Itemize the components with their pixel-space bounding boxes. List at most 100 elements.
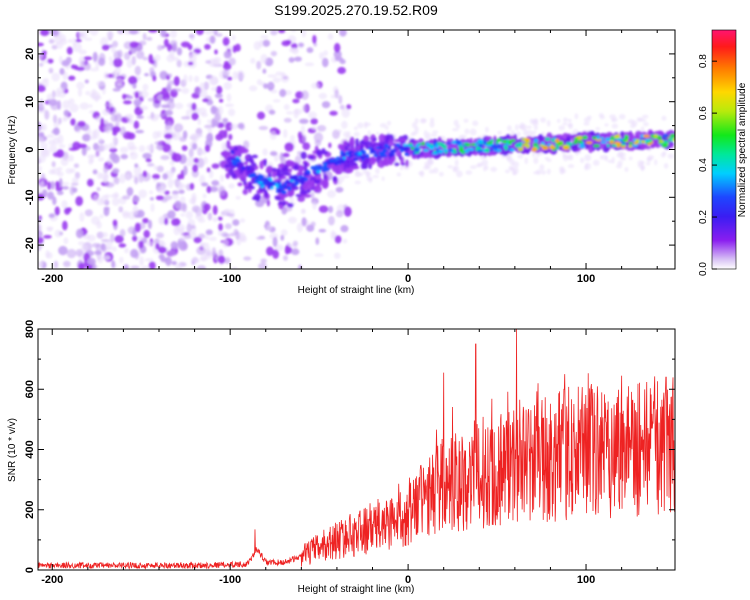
spectral-blob — [147, 162, 155, 167]
spectral-blob — [458, 147, 464, 153]
spectral-blob — [222, 239, 229, 248]
spectral-blob — [567, 123, 573, 128]
spectral-blob — [84, 209, 93, 217]
spectral-blob — [539, 144, 545, 147]
spectral-blob — [497, 143, 502, 149]
spectral-blob — [323, 167, 327, 172]
spectral-blob — [156, 186, 167, 195]
spectral-blob — [215, 33, 223, 37]
spectral-blob — [186, 156, 196, 163]
spectral-blob — [196, 246, 206, 255]
spectral-blob — [110, 114, 118, 122]
spectral-blob — [205, 229, 213, 236]
spectral-blob — [323, 50, 328, 56]
spectral-blob — [363, 121, 368, 129]
spectral-blob — [463, 118, 469, 123]
spectral-blob — [47, 58, 54, 64]
spectral-blob — [183, 233, 191, 239]
spectral-blob — [645, 161, 651, 166]
spectral-blob — [102, 143, 109, 151]
spectral-blob — [641, 114, 649, 119]
spectral-blob — [268, 109, 276, 115]
spectral-blob — [302, 183, 309, 191]
spectral-blob — [38, 186, 42, 194]
spectral-blob — [127, 132, 136, 140]
spectral-blob — [171, 130, 181, 141]
spectral-blob — [296, 171, 304, 177]
spectral-blob — [67, 154, 75, 162]
spectral-blob — [103, 71, 109, 80]
spectral-blob — [158, 216, 165, 225]
spectral-blob — [226, 140, 231, 150]
spectral-blob — [230, 151, 236, 155]
spectral-blob — [258, 39, 264, 48]
spectral-blob — [465, 170, 473, 175]
spectral-blob — [544, 137, 551, 142]
spectral-blob — [414, 118, 419, 124]
spectral-blob — [84, 79, 89, 84]
spectral-blob — [464, 143, 471, 147]
spectral-blob — [394, 162, 400, 167]
spectral-blob — [46, 226, 54, 231]
spectral-blob — [363, 135, 370, 142]
spectral-blob — [614, 134, 620, 139]
spectral-blob — [46, 93, 54, 101]
spectral-blob — [419, 118, 427, 124]
spectral-blob — [226, 93, 232, 102]
spectral-blob — [248, 181, 253, 189]
spectral-blob — [353, 131, 360, 137]
spectral-blob — [300, 90, 309, 100]
spectral-blob — [495, 148, 502, 152]
spectral-blob — [82, 133, 91, 142]
spectral-blob — [47, 98, 58, 106]
spectral-blob — [100, 36, 109, 47]
spectral-blob — [187, 61, 194, 66]
spectral-blob — [277, 188, 282, 194]
spectral-blob — [327, 33, 334, 40]
spectral-blob — [410, 146, 414, 150]
spectral-blob — [271, 171, 277, 178]
spectral-blob — [388, 153, 394, 158]
spectral-blob — [306, 47, 314, 54]
snr-axes: -200 -100 0 100 0 200 400 600 800 — [24, 320, 675, 586]
spectral-blob — [198, 233, 206, 239]
spectral-blob — [375, 131, 380, 135]
spectral-blob — [136, 115, 144, 119]
spectral-blob — [321, 101, 331, 109]
spectral-blob — [300, 125, 306, 135]
spectral-blob — [315, 166, 321, 172]
spectral-blob — [313, 168, 318, 171]
spectral-blob — [599, 142, 604, 150]
spectral-blob — [38, 236, 44, 245]
spectral-blob — [567, 118, 572, 123]
spectral-blob — [620, 143, 627, 147]
spectral-blob — [191, 192, 197, 203]
spectral-blob — [78, 262, 86, 269]
spectral-blob — [525, 143, 531, 149]
spectral-blob — [58, 55, 63, 65]
spectral-blob — [171, 218, 181, 227]
spectral-blob — [230, 157, 237, 161]
spectral-blob — [292, 177, 299, 181]
spectral-blob — [281, 190, 287, 195]
spectral-blob — [145, 158, 152, 163]
x-tick-label: 100 — [577, 574, 595, 586]
spectral-blob — [247, 166, 251, 171]
spectral-blob — [661, 143, 669, 148]
spectral-blob — [505, 153, 513, 160]
spectral-blob — [636, 117, 644, 122]
spectral-blob — [430, 117, 435, 123]
spectral-blob — [558, 125, 566, 131]
spectral-blob — [288, 57, 295, 63]
spectral-blob — [339, 150, 344, 156]
spectral-blob — [283, 182, 287, 186]
spectral-blob — [267, 183, 274, 188]
spectral-blob — [103, 165, 109, 174]
colorbar-tick-label: 0.4 — [698, 158, 709, 172]
spectral-blob — [388, 138, 394, 147]
spectral-blob — [379, 123, 387, 128]
spectral-blob — [562, 144, 569, 148]
spectral-blob — [134, 251, 140, 260]
spectral-blob — [296, 222, 303, 233]
spectral-blob — [237, 182, 243, 187]
